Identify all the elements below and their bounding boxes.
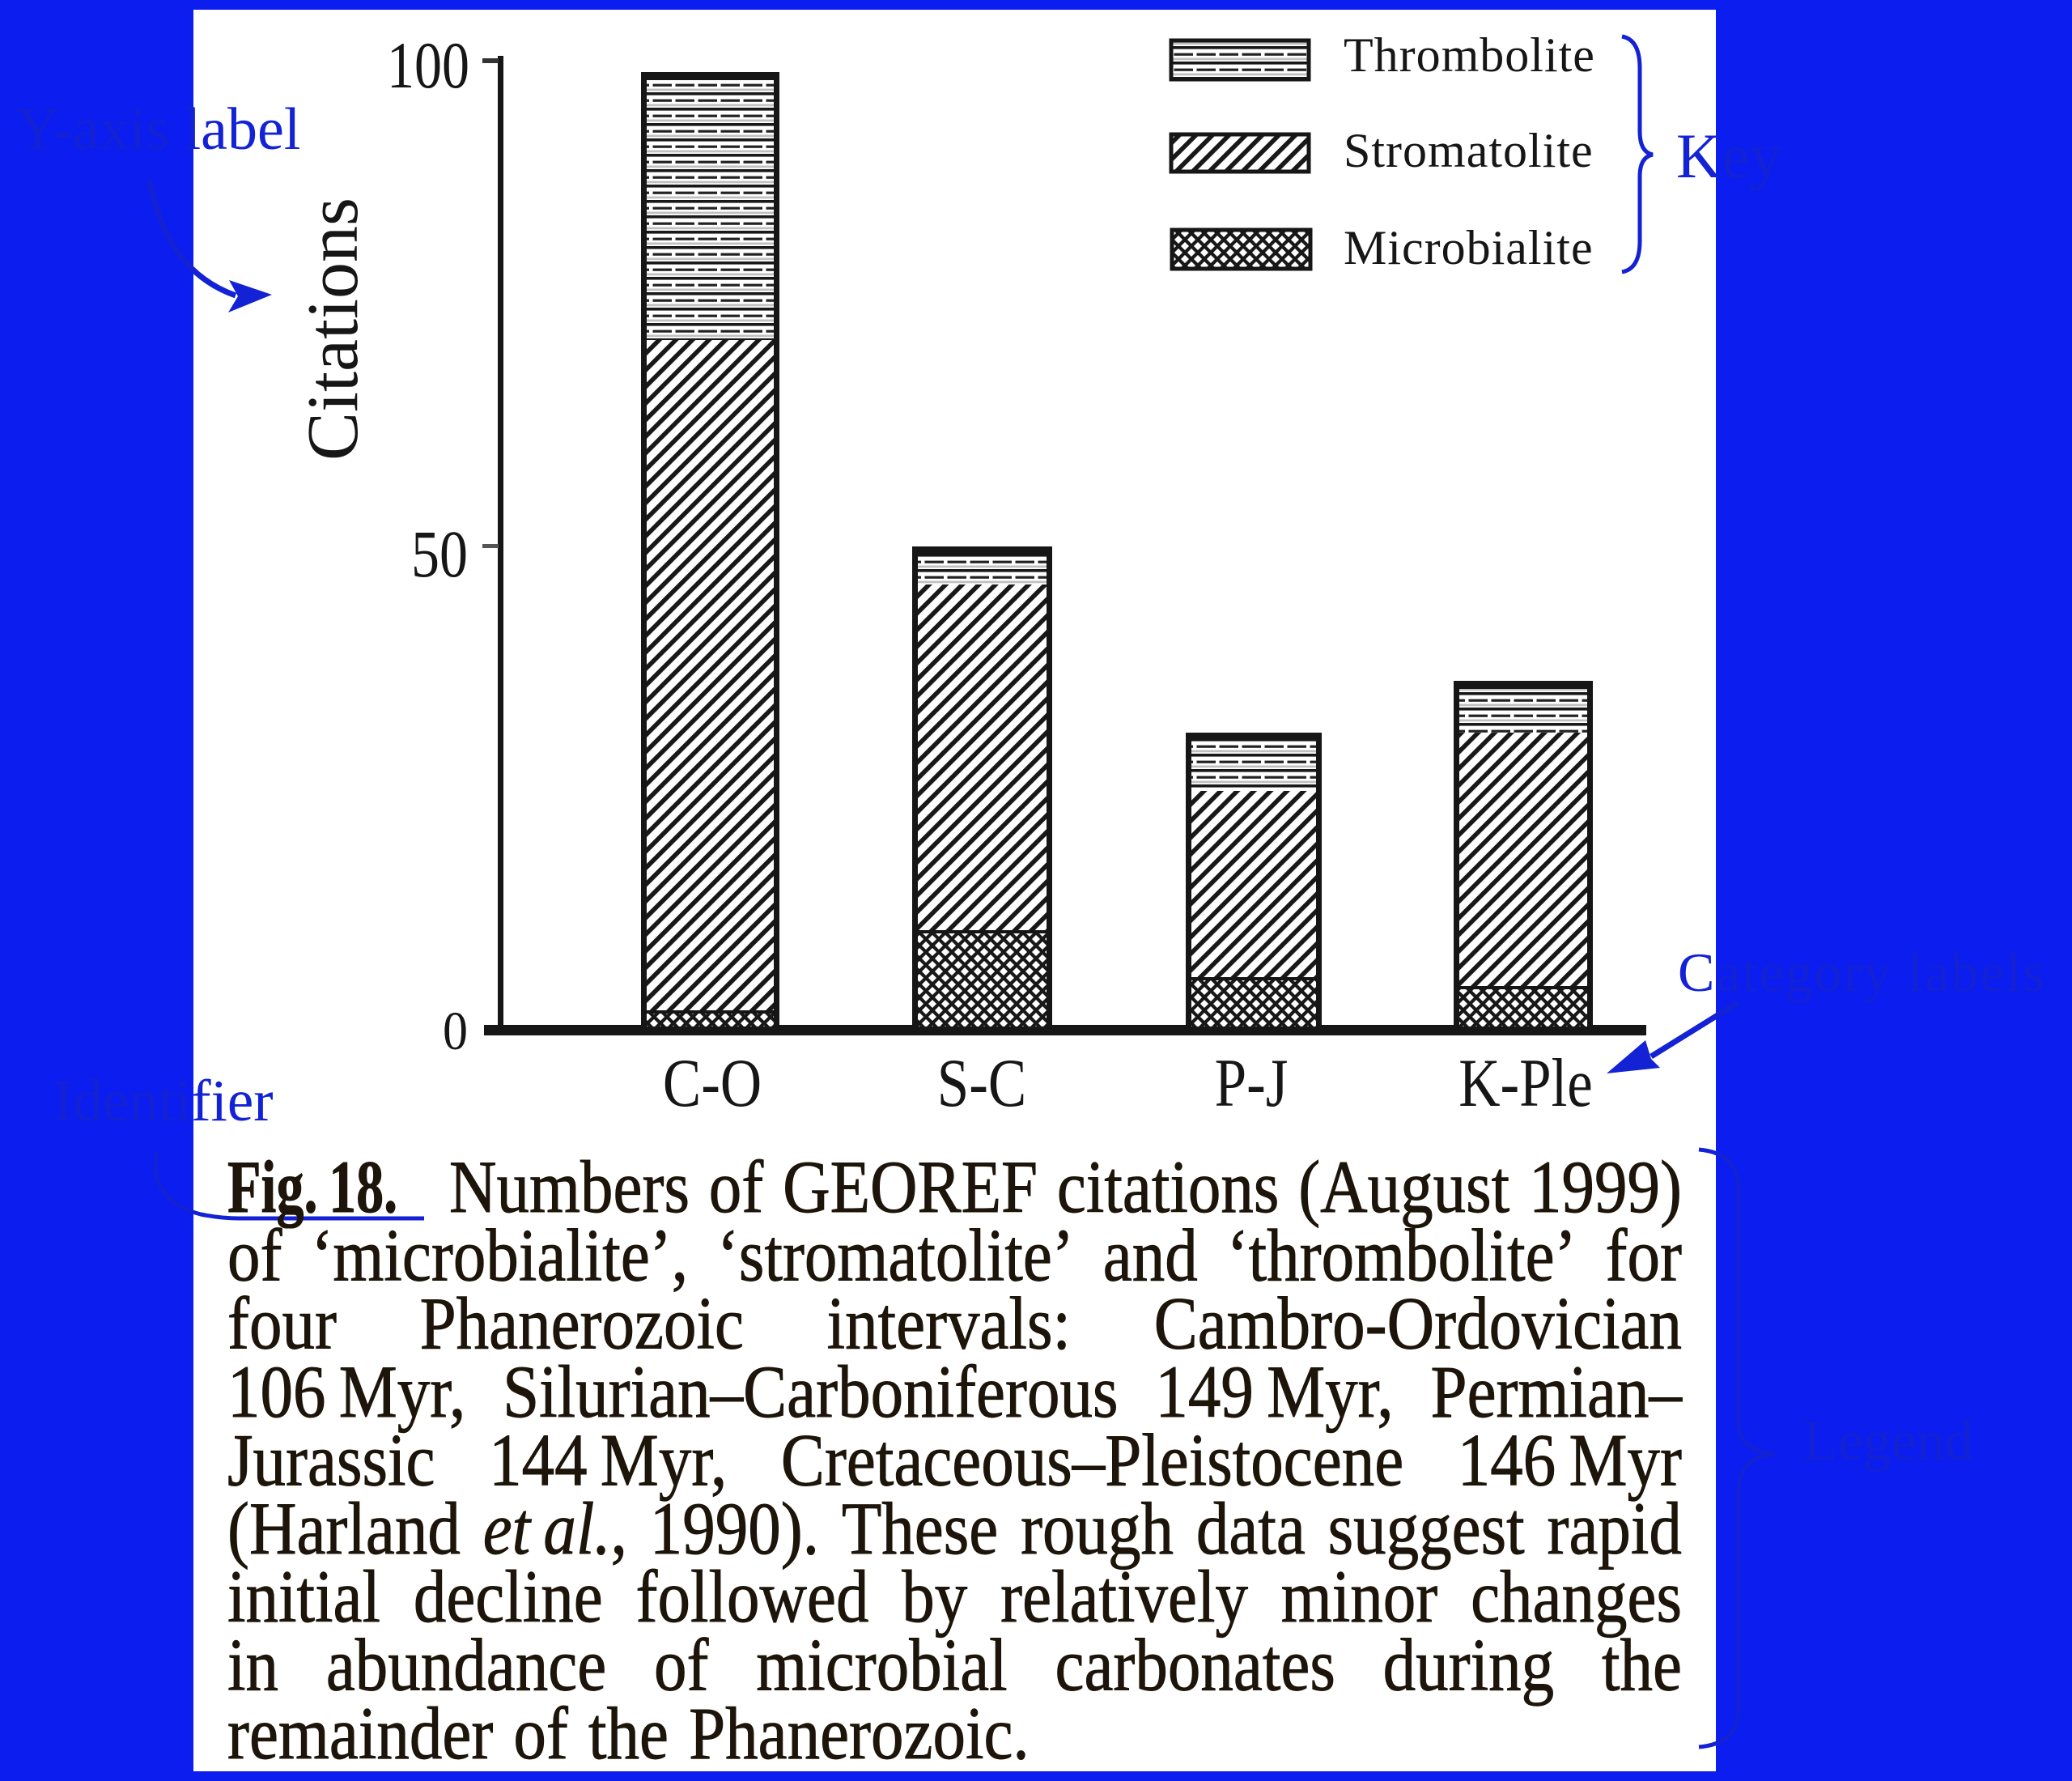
svg-text:Citations: Citations xyxy=(293,198,373,461)
svg-text:Stromatolite: Stromatolite xyxy=(1344,124,1594,177)
svg-text:C-O: C-O xyxy=(663,1044,762,1121)
svg-text:P-J: P-J xyxy=(1215,1044,1289,1121)
svg-text:0: 0 xyxy=(443,1001,468,1061)
svg-text:Category labels: Category labels xyxy=(1678,942,2046,1003)
svg-text:50: 50 xyxy=(411,517,468,592)
svg-text:Identifier: Identifier xyxy=(53,1068,274,1133)
svg-text:K-Ple: K-Ple xyxy=(1458,1044,1593,1121)
svg-text:Key: Key xyxy=(1676,121,1781,191)
svg-text:Y-axis label: Y-axis label xyxy=(16,96,300,163)
svg-text:Microbialite: Microbialite xyxy=(1344,221,1594,274)
svg-text:Legend: Legend xyxy=(1803,1410,1973,1473)
svg-text:100: 100 xyxy=(387,29,469,102)
svg-text:S-C: S-C xyxy=(937,1044,1026,1121)
svg-text:Thrombolite: Thrombolite xyxy=(1344,28,1595,82)
